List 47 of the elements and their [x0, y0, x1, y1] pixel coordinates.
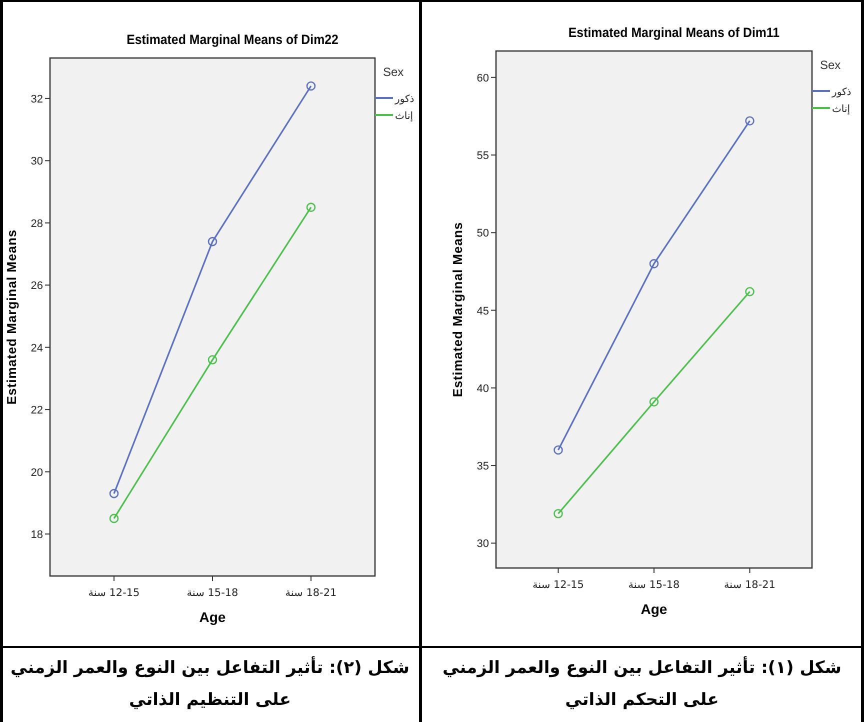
y-tick-label: 32: [30, 93, 43, 106]
chart-title: Estimated Marginal Means of Dim22: [126, 32, 338, 48]
y-axis-title: Estimated Marginal Means: [4, 229, 19, 405]
x-axis-title: Age: [640, 601, 668, 617]
legend-label: إناث: [832, 104, 850, 115]
y-tick-label: 22: [30, 404, 43, 417]
point: [554, 509, 563, 518]
y-tick-label: 35: [476, 460, 489, 473]
y-tick-label: 50: [476, 228, 489, 240]
text: شكل (١): تأثير التفاعل بين النوع والعمر الزمني على التحكم الذاتي: [442, 655, 842, 712]
point: [554, 445, 563, 455]
y-axis-title: Estimated Marginal Means: [450, 222, 465, 398]
point: [745, 116, 754, 126]
legend-title: Sex: [820, 58, 841, 72]
y-tick-label: 45: [476, 305, 489, 318]
legend-label: ذكور: [394, 94, 414, 105]
point: [649, 259, 659, 268]
point: [109, 514, 119, 524]
x-axis-title: Age: [199, 609, 226, 625]
y-tick-label: 30: [30, 156, 43, 168]
y-tick-label: 55: [476, 150, 489, 162]
y-tick-label: 26: [30, 280, 43, 292]
point: [109, 488, 119, 498]
y-tick-label: 28: [30, 218, 43, 230]
y-tick-label: 24: [30, 342, 43, 354]
legend-label: إناث: [395, 111, 414, 122]
point: [208, 236, 218, 246]
y-tick-label: 40: [476, 382, 489, 395]
x-tick-label: 12-15 سنة: [532, 579, 584, 591]
point: [306, 202, 316, 212]
x-tick-label: 15-18 سنة: [186, 587, 238, 599]
y-tick-label: 30: [476, 538, 489, 550]
point: [208, 355, 218, 364]
x-tick-label: 15-18 سنة: [628, 579, 680, 591]
y-tick-label: 20: [30, 466, 43, 479]
point: [745, 286, 754, 296]
y-tick-label: 60: [476, 72, 489, 84]
text: شكل (٢): تأثير التفاعل بين النوع والعمر الزمني على التنظيم الذاتي: [10, 655, 410, 712]
point: [306, 81, 316, 91]
x-tick-label: 18-21 سنة: [724, 579, 776, 591]
point: [649, 397, 659, 407]
x-tick-label: 18-21 سنة: [285, 587, 337, 599]
chart-title: Estimated Marginal Means of Dim11: [568, 24, 780, 40]
x-tick-label: 12-15 سنة: [88, 587, 140, 599]
legend-title: Sex: [383, 65, 404, 79]
y-tick-label: 18: [30, 529, 43, 541]
legend-label: ذكور: [831, 87, 852, 98]
